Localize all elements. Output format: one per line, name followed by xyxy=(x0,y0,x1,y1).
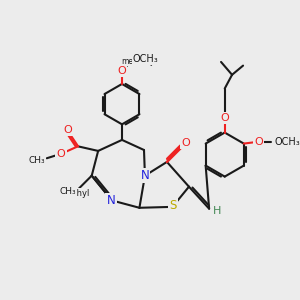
Text: S: S xyxy=(170,200,177,212)
Text: O: O xyxy=(220,113,229,123)
Text: N: N xyxy=(108,195,116,206)
Text: CH₃: CH₃ xyxy=(276,137,294,147)
Text: H: H xyxy=(213,206,222,215)
Text: N: N xyxy=(140,169,149,182)
Text: O: O xyxy=(220,113,229,123)
Text: CH₃: CH₃ xyxy=(59,187,76,196)
Text: O: O xyxy=(118,66,126,76)
Text: N: N xyxy=(141,171,149,181)
Text: methoxy: methoxy xyxy=(121,56,154,65)
Text: OCH₃: OCH₃ xyxy=(275,137,300,147)
Text: H: H xyxy=(214,204,222,214)
Text: OCH₃: OCH₃ xyxy=(133,54,159,64)
Text: OCH₃: OCH₃ xyxy=(134,54,160,64)
Text: O: O xyxy=(64,125,72,135)
Text: O: O xyxy=(182,138,190,148)
Text: CH₃: CH₃ xyxy=(28,156,45,165)
Text: O: O xyxy=(63,125,71,135)
Text: O: O xyxy=(254,137,263,147)
Text: O: O xyxy=(181,138,190,148)
Text: S: S xyxy=(169,202,176,212)
Text: O: O xyxy=(57,149,66,159)
Text: N: N xyxy=(106,194,116,207)
Text: O: O xyxy=(56,149,65,159)
Text: O: O xyxy=(118,66,126,76)
Text: methyl: methyl xyxy=(61,189,90,198)
Text: O: O xyxy=(254,137,262,147)
